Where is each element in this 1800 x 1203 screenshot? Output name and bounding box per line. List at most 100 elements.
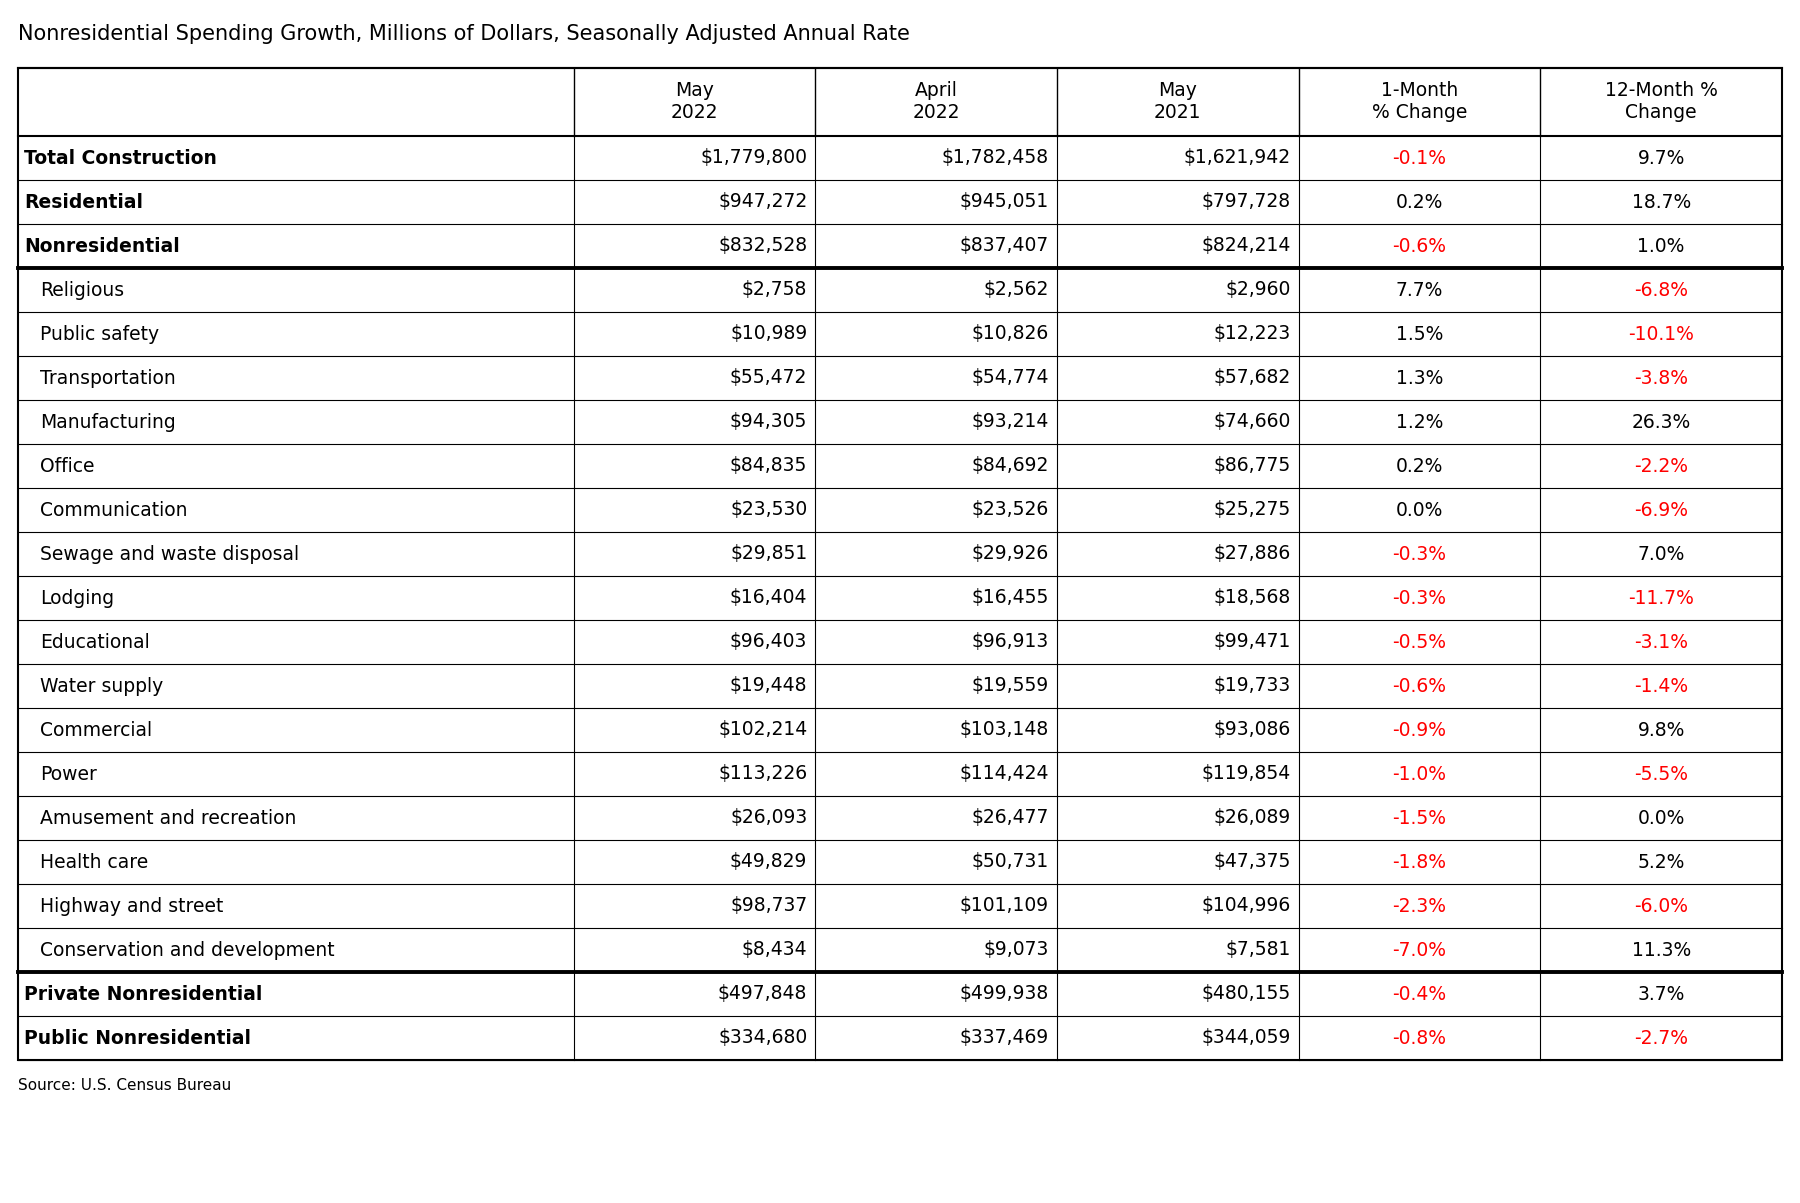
Text: $93,214: $93,214 [972, 413, 1049, 432]
Text: 1.2%: 1.2% [1395, 413, 1444, 432]
Text: $19,448: $19,448 [729, 676, 808, 695]
Text: $26,089: $26,089 [1213, 808, 1291, 828]
Text: $10,826: $10,826 [972, 325, 1049, 344]
Text: $102,214: $102,214 [718, 721, 808, 740]
Text: $96,913: $96,913 [972, 633, 1049, 652]
Text: $101,109: $101,109 [959, 896, 1049, 915]
Text: $93,086: $93,086 [1213, 721, 1291, 740]
Text: 0.2%: 0.2% [1395, 192, 1444, 212]
Text: $84,692: $84,692 [972, 456, 1049, 475]
Text: $57,682: $57,682 [1213, 368, 1291, 387]
Text: 3.7%: 3.7% [1638, 984, 1685, 1003]
Text: -1.4%: -1.4% [1634, 676, 1688, 695]
Text: 1-Month
% Change: 1-Month % Change [1372, 82, 1467, 123]
Text: Transportation: Transportation [40, 368, 176, 387]
Text: May
2022: May 2022 [671, 82, 718, 123]
Text: $49,829: $49,829 [731, 853, 808, 871]
Text: $2,960: $2,960 [1226, 280, 1291, 300]
Text: Highway and street: Highway and street [40, 896, 223, 915]
Text: 26.3%: 26.3% [1631, 413, 1690, 432]
Text: $114,424: $114,424 [959, 764, 1049, 783]
Text: -0.1%: -0.1% [1393, 148, 1447, 167]
Text: Private Nonresidential: Private Nonresidential [23, 984, 263, 1003]
Text: $1,779,800: $1,779,800 [700, 148, 808, 167]
Text: Public Nonresidential: Public Nonresidential [23, 1029, 250, 1048]
Text: Manufacturing: Manufacturing [40, 413, 176, 432]
Text: $945,051: $945,051 [959, 192, 1049, 212]
Text: $16,455: $16,455 [972, 588, 1049, 608]
Text: $837,407: $837,407 [959, 237, 1049, 255]
Text: $99,471: $99,471 [1213, 633, 1291, 652]
Text: April
2022: April 2022 [913, 82, 959, 123]
Text: -1.0%: -1.0% [1393, 764, 1447, 783]
Text: Religious: Religious [40, 280, 124, 300]
Text: $29,926: $29,926 [972, 545, 1049, 563]
Text: $832,528: $832,528 [718, 237, 808, 255]
Text: $94,305: $94,305 [731, 413, 808, 432]
Text: -2.2%: -2.2% [1634, 456, 1688, 475]
Text: $23,526: $23,526 [972, 500, 1049, 520]
Text: -3.8%: -3.8% [1634, 368, 1688, 387]
Text: Total Construction: Total Construction [23, 148, 216, 167]
Text: 0.0%: 0.0% [1638, 808, 1685, 828]
Text: -0.4%: -0.4% [1393, 984, 1447, 1003]
Text: 18.7%: 18.7% [1631, 192, 1690, 212]
Bar [18, 69, 1782, 1060]
Text: Source: U.S. Census Bureau: Source: U.S. Census Bureau [18, 1078, 230, 1094]
Text: $25,275: $25,275 [1213, 500, 1291, 520]
Text: $337,469: $337,469 [959, 1029, 1049, 1048]
Text: $344,059: $344,059 [1201, 1029, 1291, 1048]
Text: $29,851: $29,851 [731, 545, 808, 563]
Text: 1.3%: 1.3% [1395, 368, 1444, 387]
Text: $26,093: $26,093 [731, 808, 808, 828]
Text: 0.0%: 0.0% [1395, 500, 1444, 520]
Text: -10.1%: -10.1% [1629, 325, 1694, 344]
Text: $797,728: $797,728 [1202, 192, 1291, 212]
Text: Nonresidential: Nonresidential [23, 237, 180, 255]
Text: $119,854: $119,854 [1201, 764, 1291, 783]
Text: $74,660: $74,660 [1213, 413, 1291, 432]
Text: -5.5%: -5.5% [1634, 764, 1688, 783]
Text: $2,562: $2,562 [983, 280, 1049, 300]
Text: -0.6%: -0.6% [1393, 676, 1447, 695]
Text: $18,568: $18,568 [1213, 588, 1291, 608]
Text: Residential: Residential [23, 192, 142, 212]
Text: 7.7%: 7.7% [1395, 280, 1444, 300]
Text: -11.7%: -11.7% [1629, 588, 1694, 608]
Text: $480,155: $480,155 [1201, 984, 1291, 1003]
Text: 11.3%: 11.3% [1631, 941, 1690, 960]
Text: Power: Power [40, 764, 97, 783]
Text: Water supply: Water supply [40, 676, 164, 695]
Text: $19,733: $19,733 [1213, 676, 1291, 695]
Text: Commercial: Commercial [40, 721, 153, 740]
Text: $86,775: $86,775 [1213, 456, 1291, 475]
Text: -1.5%: -1.5% [1393, 808, 1447, 828]
Text: -6.8%: -6.8% [1634, 280, 1688, 300]
Text: -2.3%: -2.3% [1393, 896, 1447, 915]
Text: -0.3%: -0.3% [1393, 588, 1447, 608]
Text: $84,835: $84,835 [731, 456, 808, 475]
Text: 5.2%: 5.2% [1638, 853, 1685, 871]
Text: $947,272: $947,272 [718, 192, 808, 212]
Text: -7.0%: -7.0% [1393, 941, 1447, 960]
Text: 7.0%: 7.0% [1638, 545, 1685, 563]
Text: -2.7%: -2.7% [1634, 1029, 1688, 1048]
Text: 0.2%: 0.2% [1395, 456, 1444, 475]
Text: $12,223: $12,223 [1213, 325, 1291, 344]
Text: -0.8%: -0.8% [1393, 1029, 1447, 1048]
Text: -0.9%: -0.9% [1393, 721, 1447, 740]
Text: Health care: Health care [40, 853, 148, 871]
Text: -0.6%: -0.6% [1393, 237, 1447, 255]
Text: -6.0%: -6.0% [1634, 896, 1688, 915]
Text: $334,680: $334,680 [718, 1029, 808, 1048]
Text: Educational: Educational [40, 633, 149, 652]
Text: $54,774: $54,774 [972, 368, 1049, 387]
Text: $26,477: $26,477 [972, 808, 1049, 828]
Text: $19,559: $19,559 [972, 676, 1049, 695]
Text: $10,989: $10,989 [731, 325, 808, 344]
Text: Amusement and recreation: Amusement and recreation [40, 808, 297, 828]
Text: 9.8%: 9.8% [1638, 721, 1685, 740]
Text: $47,375: $47,375 [1213, 853, 1291, 871]
Text: $55,472: $55,472 [731, 368, 808, 387]
Text: $824,214: $824,214 [1201, 237, 1291, 255]
